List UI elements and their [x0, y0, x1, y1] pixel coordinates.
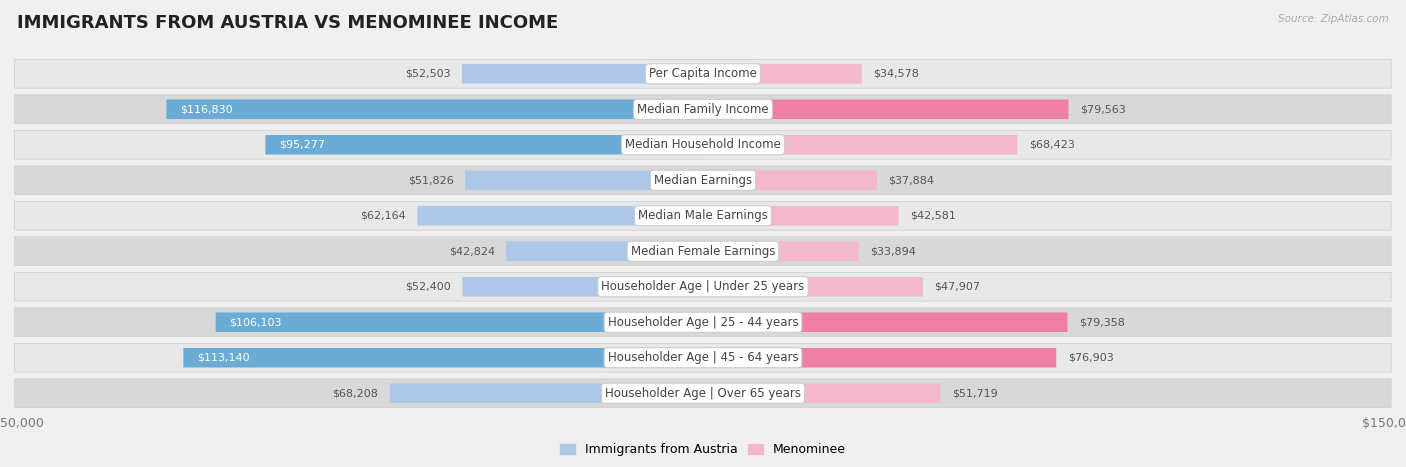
- Text: $42,824: $42,824: [449, 246, 495, 256]
- FancyBboxPatch shape: [703, 135, 1018, 155]
- FancyBboxPatch shape: [463, 277, 703, 297]
- Text: $52,503: $52,503: [405, 69, 450, 79]
- FancyBboxPatch shape: [14, 130, 1391, 159]
- FancyBboxPatch shape: [14, 308, 1391, 337]
- Text: Median Earnings: Median Earnings: [654, 174, 752, 187]
- FancyBboxPatch shape: [183, 348, 703, 368]
- FancyBboxPatch shape: [14, 379, 1391, 408]
- FancyBboxPatch shape: [389, 383, 703, 403]
- Text: Householder Age | 25 - 44 years: Householder Age | 25 - 44 years: [607, 316, 799, 329]
- FancyBboxPatch shape: [166, 99, 703, 119]
- FancyBboxPatch shape: [14, 95, 1391, 124]
- Text: Median Family Income: Median Family Income: [637, 103, 769, 116]
- Text: $116,830: $116,830: [180, 104, 233, 114]
- FancyBboxPatch shape: [703, 206, 898, 226]
- FancyBboxPatch shape: [703, 241, 859, 261]
- FancyBboxPatch shape: [703, 99, 1069, 119]
- Text: $37,884: $37,884: [889, 175, 935, 185]
- FancyBboxPatch shape: [14, 166, 1391, 195]
- Text: $79,563: $79,563: [1080, 104, 1126, 114]
- FancyBboxPatch shape: [506, 241, 703, 261]
- FancyBboxPatch shape: [703, 277, 922, 297]
- FancyBboxPatch shape: [465, 170, 703, 190]
- Text: Per Capita Income: Per Capita Income: [650, 67, 756, 80]
- Legend: Immigrants from Austria, Menominee: Immigrants from Austria, Menominee: [555, 439, 851, 461]
- Text: $34,578: $34,578: [873, 69, 920, 79]
- FancyBboxPatch shape: [703, 312, 1067, 332]
- Text: $113,140: $113,140: [197, 353, 250, 363]
- Text: $68,423: $68,423: [1029, 140, 1074, 150]
- Text: Householder Age | Under 25 years: Householder Age | Under 25 years: [602, 280, 804, 293]
- Text: $52,400: $52,400: [405, 282, 451, 292]
- Text: Median Household Income: Median Household Income: [626, 138, 780, 151]
- Text: $68,208: $68,208: [332, 388, 378, 398]
- FancyBboxPatch shape: [703, 64, 862, 84]
- Text: $62,164: $62,164: [360, 211, 406, 221]
- FancyBboxPatch shape: [14, 237, 1391, 266]
- Text: $33,894: $33,894: [870, 246, 917, 256]
- FancyBboxPatch shape: [703, 348, 1056, 368]
- FancyBboxPatch shape: [418, 206, 703, 226]
- Text: $76,903: $76,903: [1067, 353, 1114, 363]
- FancyBboxPatch shape: [14, 201, 1391, 230]
- Text: $47,907: $47,907: [935, 282, 980, 292]
- Text: Householder Age | 45 - 64 years: Householder Age | 45 - 64 years: [607, 351, 799, 364]
- Text: Householder Age | Over 65 years: Householder Age | Over 65 years: [605, 387, 801, 400]
- Text: $51,826: $51,826: [408, 175, 454, 185]
- Text: IMMIGRANTS FROM AUSTRIA VS MENOMINEE INCOME: IMMIGRANTS FROM AUSTRIA VS MENOMINEE INC…: [17, 14, 558, 32]
- Text: $95,277: $95,277: [280, 140, 325, 150]
- FancyBboxPatch shape: [461, 64, 703, 84]
- Text: Median Male Earnings: Median Male Earnings: [638, 209, 768, 222]
- Text: $51,719: $51,719: [952, 388, 998, 398]
- FancyBboxPatch shape: [14, 343, 1391, 372]
- FancyBboxPatch shape: [215, 312, 703, 332]
- Text: $79,358: $79,358: [1078, 317, 1125, 327]
- Text: Median Female Earnings: Median Female Earnings: [631, 245, 775, 258]
- FancyBboxPatch shape: [266, 135, 703, 155]
- FancyBboxPatch shape: [703, 170, 877, 190]
- Text: $106,103: $106,103: [229, 317, 283, 327]
- FancyBboxPatch shape: [14, 272, 1391, 301]
- FancyBboxPatch shape: [14, 59, 1391, 88]
- Text: Source: ZipAtlas.com: Source: ZipAtlas.com: [1278, 14, 1389, 24]
- Text: $42,581: $42,581: [910, 211, 956, 221]
- FancyBboxPatch shape: [703, 383, 941, 403]
